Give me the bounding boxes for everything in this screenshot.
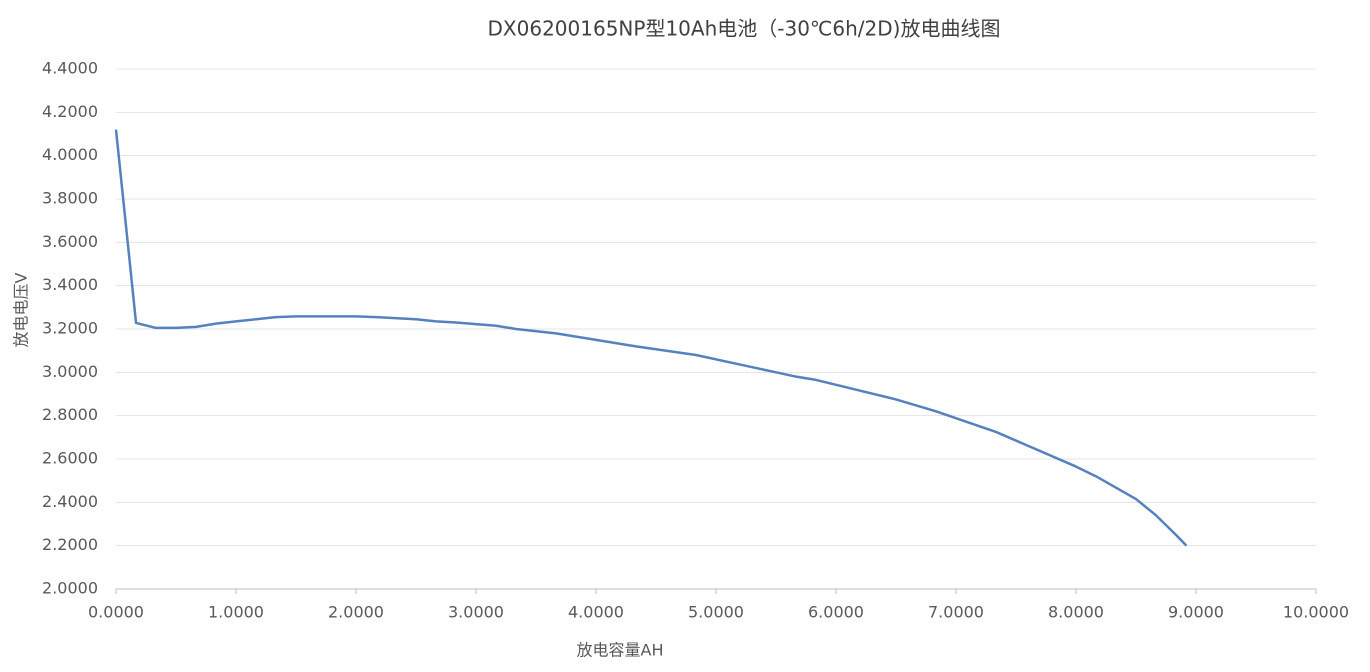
data-line [114, 129, 1188, 547]
y-tick-label: 2.4000 [42, 492, 98, 511]
x-tick-label: 5.0000 [688, 603, 744, 622]
x-axis-label: 放电容量AH [577, 641, 664, 660]
y-tick-label: 4.2000 [42, 102, 98, 121]
x-tick-label: 0.0000 [88, 603, 144, 622]
chart-title: DX06200165NP型10Ah电池（-30℃6h/2D)放电曲线图 [488, 17, 1001, 41]
y-tick-label: 3.2000 [42, 319, 98, 338]
y-tick-label: 2.6000 [42, 449, 98, 468]
y-tick-label: 2.0000 [42, 579, 98, 598]
y-tick-label: 4.0000 [42, 145, 98, 164]
x-tick-label: 6.0000 [808, 603, 864, 622]
y-axis-label: 放电电压V [12, 272, 31, 347]
x-tick-label: 9.0000 [1168, 603, 1224, 622]
y-tick-label: 3.0000 [42, 362, 98, 381]
x-tick-label: 7.0000 [928, 603, 984, 622]
y-tick-label: 4.4000 [42, 59, 98, 78]
y-tick-label: 3.4000 [42, 275, 98, 294]
x-tick-label: 1.0000 [208, 603, 264, 622]
x-tick-label: 2.0000 [328, 603, 384, 622]
x-tick-label: 8.0000 [1048, 603, 1104, 622]
y-tick-label: 2.8000 [42, 405, 98, 424]
x-tick-label: 4.0000 [568, 603, 624, 622]
y-tick-label: 3.6000 [42, 232, 98, 251]
y-tick-label: 3.8000 [42, 189, 98, 208]
x-tick-label: 3.0000 [448, 603, 504, 622]
y-tick-label: 2.2000 [42, 535, 98, 554]
x-tick-label: 10.0000 [1283, 603, 1349, 622]
